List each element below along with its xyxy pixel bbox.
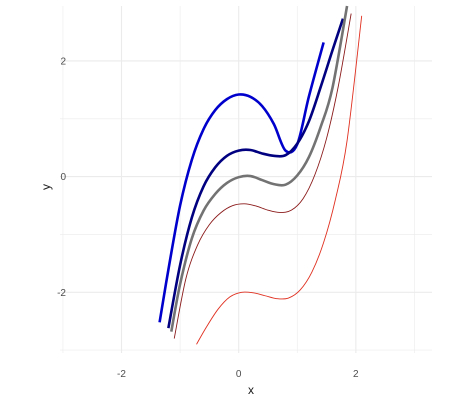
x-tick-label: 2 <box>353 369 359 380</box>
series-line-4 <box>173 13 352 339</box>
series-line-5 <box>196 15 363 345</box>
y-tick-label: 2 <box>60 56 66 67</box>
y-tick-label: 0 <box>60 172 66 183</box>
x-tick-label: -2 <box>117 369 126 380</box>
y-axis-title: y <box>39 184 53 190</box>
grid <box>60 6 432 353</box>
x-tick-label: 0 <box>236 369 242 380</box>
y-tick-label: -2 <box>57 288 66 299</box>
x-axis-title: x <box>248 383 254 397</box>
x-tick-labels: -2 0 2 <box>117 369 359 380</box>
series-line-3 <box>170 5 349 332</box>
series-lines <box>158 5 363 345</box>
y-tick-labels: -2 0 2 <box>57 56 66 298</box>
series-line-2 <box>167 18 345 329</box>
